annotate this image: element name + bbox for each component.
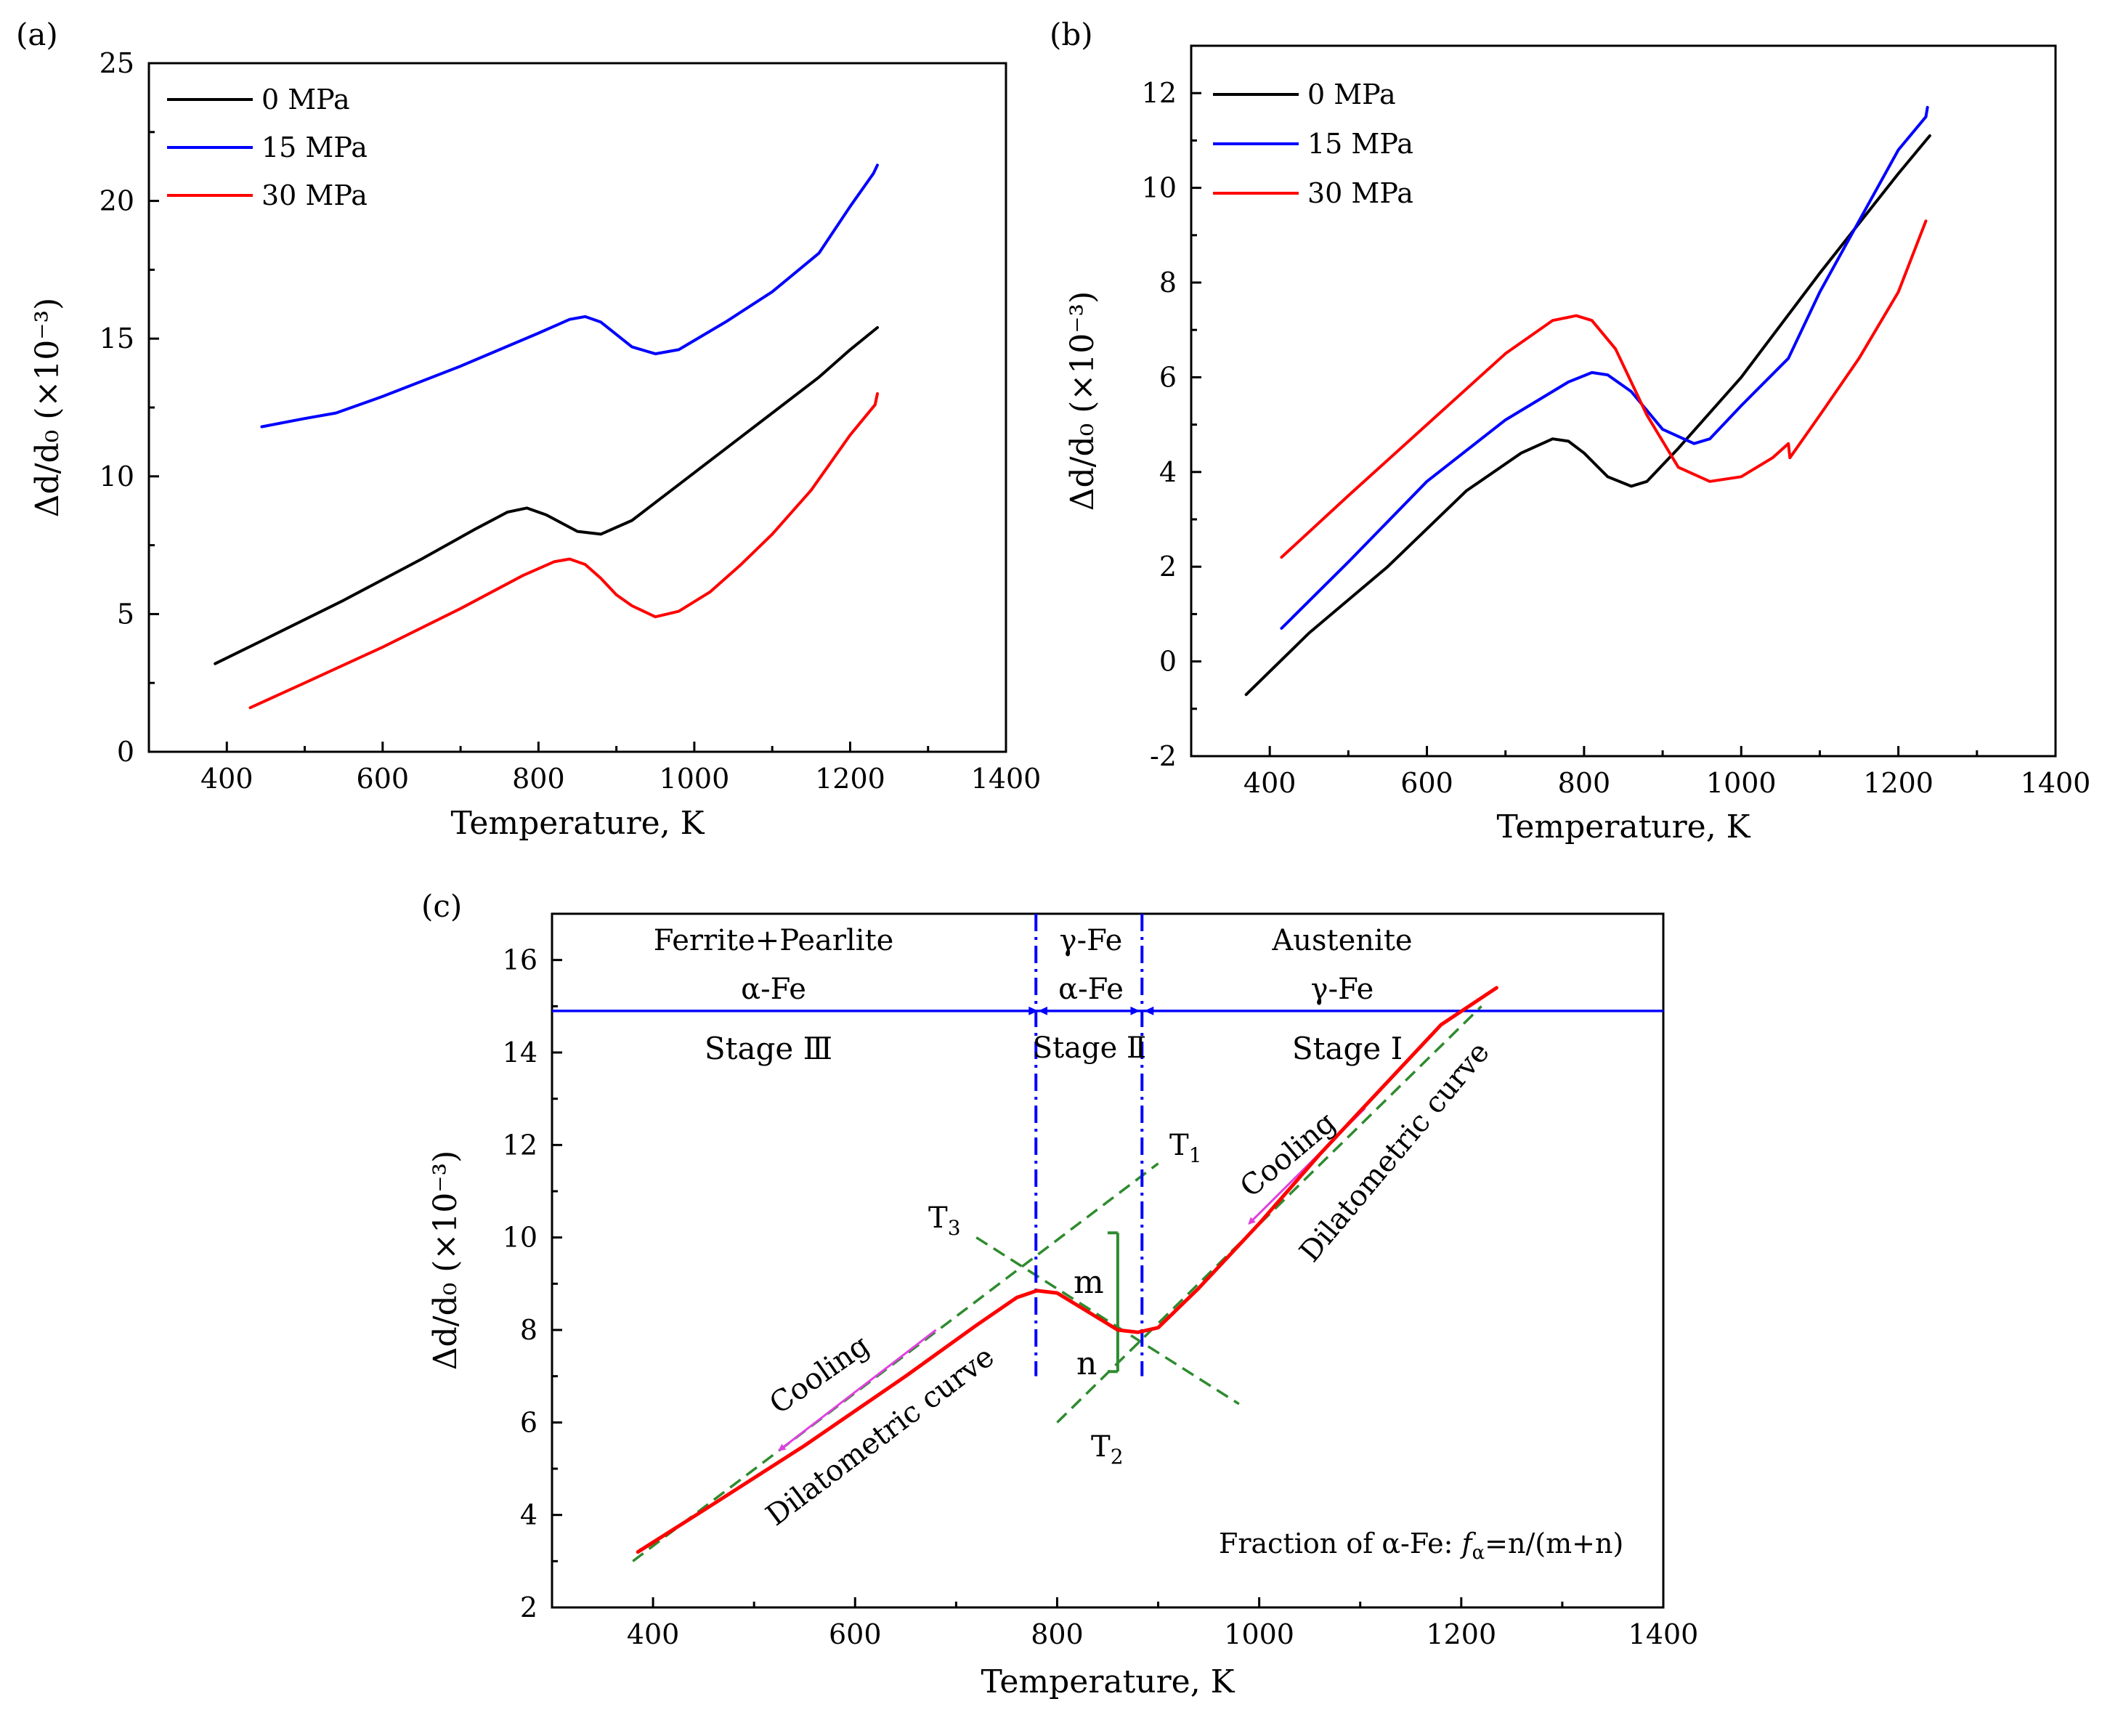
x-tick-label: 1000 [1706,767,1777,799]
legend-label: 15 MPa [1307,128,1413,160]
series-line-dilatometric-curve [636,986,1498,1554]
panel-b-ylabel: Δd/d₀ (×10⁻³) [1064,291,1101,511]
panel-a: (a) 400 600 800 1000 1200 1400 0 5 10 15 20 25 0 M… [16,17,1041,842]
x-tick-label: 600 [829,1618,882,1650]
y-tick-label: 8 [520,1314,537,1346]
y-tick-label: -2 [1150,740,1177,772]
panel-b-xlabel: Temperature, K [1496,808,1750,845]
x-tick-label: 400 [1243,767,1297,799]
y-tick-label: 4 [1159,456,1177,488]
region-left-phase: α-Fe [741,973,806,1006]
x-tick-label: 1400 [2021,767,2091,799]
y-tick-label: 2 [520,1591,537,1623]
legend-label: 0 MPa [1307,78,1396,110]
y-tick-label: 10 [503,1222,537,1254]
cooling-arrow-left [778,1329,937,1451]
panel-b-yticks: -2 0 2 4 6 8 10 12 [1142,77,1201,772]
x-tick-label: 1000 [660,763,730,795]
y-tick-label: 16 [503,944,537,976]
legend-label: 0 MPa [261,84,350,115]
panel-a-xlabel: Temperature, K [450,805,705,842]
x-tick-label: 600 [1400,767,1453,799]
y-tick-label: 6 [520,1406,537,1438]
panel-b: (b) 400 600 800 1000 1200 1400 -2 0 2 4 6 8 10 12 0 … [1050,17,2090,845]
panel-a-xticks: 400 600 800 1000 1200 1400 [147,742,1042,795]
x-tick-label: 1200 [1863,767,1934,799]
y-tick-label: 12 [1142,77,1177,109]
x-tick-label: 400 [627,1618,680,1650]
panel-b-series [1244,105,1931,697]
panel-b-frame [1190,44,2057,758]
x-tick-label: 1400 [1628,1618,1699,1650]
panel-c: (c) 400 600 800 1000 1200 1400 2 4 6 8 10 12 14 16 T… [421,888,1698,1700]
x-tick-label: 400 [200,763,253,795]
panel-a-label: (a) [16,17,58,52]
x-tick-label: 1200 [1426,1618,1496,1650]
tangent-line-T3-line [975,1236,1240,1406]
region-right-title: Austenite [1271,924,1412,957]
label-t2: T2 [1091,1430,1124,1469]
panel-a-ylabel: Δd/d₀ (×10⁻³) [29,298,66,518]
label-t3: T3 [928,1201,961,1240]
x-tick-label: 1200 [815,763,885,795]
panel-c-overlay [552,914,1663,1562]
series-line-0-mpa [214,326,879,665]
y-tick-label: 2 [1159,551,1177,583]
y-tick-label: 25 [100,47,134,79]
x-tick-label: 600 [357,763,410,795]
y-tick-label: 8 [1159,267,1177,299]
x-tick-label: 1000 [1224,1618,1294,1650]
series-line-15-mpa [260,163,879,429]
region-mid-stage: Stage Ⅱ [1033,1031,1147,1065]
y-tick-label: 6 [1159,361,1177,393]
panel-a-legend: 0 MPa 15 MPa 30 MPa [167,84,368,211]
x-tick-label: 1400 [971,763,1042,795]
panel-c-label: (c) [421,888,462,924]
label-m: m [1074,1264,1104,1301]
y-tick-label: 10 [1142,172,1177,204]
panel-b-xticks: 400 600 800 1000 1200 1400 [1190,746,2091,799]
panel-a-series [214,163,879,710]
panel-b-label: (b) [1050,17,1093,52]
x-tick-label: 800 [1558,767,1611,799]
y-tick-label: 14 [503,1037,537,1068]
y-tick-label: 0 [117,736,134,768]
y-tick-label: 20 [100,185,134,217]
panel-c-xticks: 400 600 800 1000 1200 1400 [551,1597,1699,1650]
series-line-0-mpa [1244,134,1931,697]
fraction-formula: Fraction of α-Fe: fα=n/(m+n) [1219,1528,1623,1564]
panel-c-series [636,986,1498,1554]
panel-c-ylabel: Δd/d₀ (×10⁻³) [427,1151,464,1371]
panel-b-legend: 0 MPa 15 MPa 30 MPa [1213,78,1413,209]
label-n: n [1076,1345,1097,1382]
panel-c-xlabel: Temperature, K [981,1663,1235,1700]
y-tick-label: 10 [100,461,134,492]
y-tick-label: 15 [100,323,134,354]
region-right-phase: γ-Fe [1311,973,1374,1006]
legend-label: 15 MPa [261,131,368,163]
legend-label: 30 MPa [1307,177,1413,209]
panel-a-yticks: 0 5 10 15 20 25 [100,47,159,768]
y-tick-label: 12 [503,1129,537,1161]
region-mid-phase: α-Fe [1058,973,1124,1006]
y-tick-label: 4 [520,1499,537,1531]
y-tick-label: 0 [1159,646,1177,678]
series-line-30-mpa [1280,219,1928,559]
legend-label: 30 MPa [261,179,368,211]
x-tick-label: 800 [512,763,565,795]
region-left-stage: Stage Ⅲ [705,1031,832,1066]
series-line-15-mpa [1280,105,1929,630]
panel-c-frame [551,912,1665,1609]
x-tick-label: 800 [1031,1618,1084,1650]
series-line-30-mpa [248,392,879,710]
y-tick-label: 5 [117,598,134,630]
panel-c-yticks: 2 4 6 8 10 12 14 16 [503,944,562,1623]
region-left-title: Ferrite+Pearlite [654,924,894,957]
region-right-stage: Stage Ⅰ [1292,1031,1403,1066]
label-t1: T1 [1169,1129,1202,1167]
region-mid-title: γ-Fe [1060,924,1123,957]
